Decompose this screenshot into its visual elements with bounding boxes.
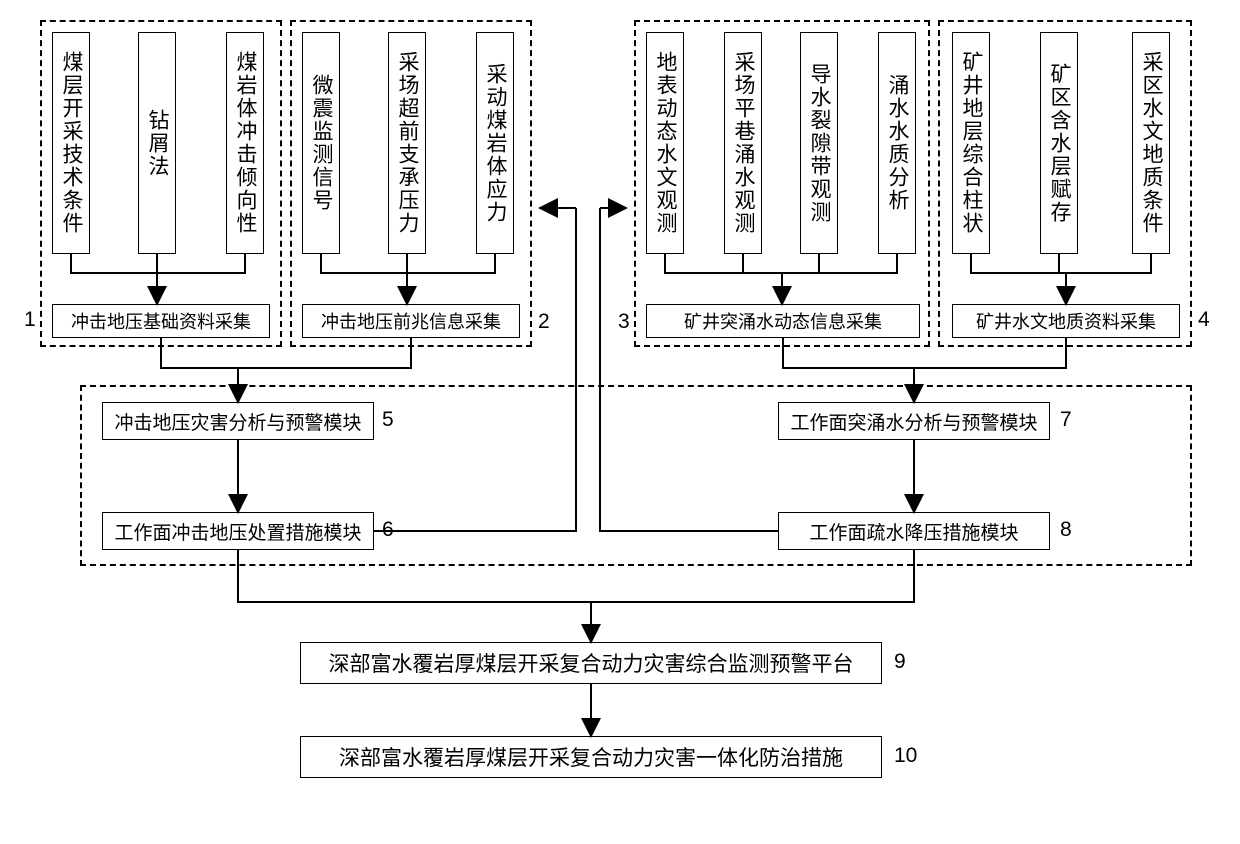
- vbox-g2-2: 采动煤岩体应力: [476, 32, 514, 254]
- num-2: 2: [538, 310, 550, 334]
- num-1: 1: [24, 308, 36, 332]
- vbox-g3-0: 地表动态水文观测: [646, 32, 684, 254]
- vbox-g2-1: 采场超前支承压力: [388, 32, 426, 254]
- num-5: 5: [382, 408, 394, 432]
- module-6: 工作面冲击地压处置措施模块: [102, 512, 374, 550]
- collector-4: 矿井水文地质资料采集: [952, 304, 1180, 338]
- module-5: 冲击地压灾害分析与预警模块: [102, 402, 374, 440]
- module-8: 工作面疏水降压措施模块: [778, 512, 1050, 550]
- num-9: 9: [894, 650, 906, 674]
- vbox-g4-2: 采区水文地质条件: [1132, 32, 1170, 254]
- vbox-g1-0: 煤层开采技术条件: [52, 32, 90, 254]
- num-4: 4: [1198, 308, 1210, 332]
- collector-3: 矿井突涌水动态信息采集: [646, 304, 920, 338]
- num-3: 3: [618, 310, 630, 334]
- num-8: 8: [1060, 518, 1072, 542]
- platform-10: 深部富水覆岩厚煤层开采复合动力灾害一体化防治措施: [300, 736, 882, 778]
- num-6: 6: [382, 518, 394, 542]
- vbox-g1-2: 煤岩体冲击倾向性: [226, 32, 264, 254]
- collector-1: 冲击地压基础资料采集: [52, 304, 270, 338]
- num-7: 7: [1060, 408, 1072, 432]
- vbox-g2-0: 微震监测信号: [302, 32, 340, 254]
- vbox-g3-2: 导水裂隙带观测: [800, 32, 838, 254]
- vbox-g4-1: 矿区含水层赋存: [1040, 32, 1078, 254]
- vbox-g1-1: 钻屑法: [138, 32, 176, 254]
- vbox-g3-3: 涌水水质分析: [878, 32, 916, 254]
- num-10: 10: [894, 744, 917, 768]
- vbox-g4-0: 矿井地层综合柱状: [952, 32, 990, 254]
- collector-2: 冲击地压前兆信息采集: [302, 304, 520, 338]
- platform-9: 深部富水覆岩厚煤层开采复合动力灾害综合监测预警平台: [300, 642, 882, 684]
- vbox-g3-1: 采场平巷涌水观测: [724, 32, 762, 254]
- diagram-canvas: 煤层开采技术条件 钻屑法 煤岩体冲击倾向性 微震监测信号 采场超前支承压力 采动…: [18, 18, 1222, 826]
- module-7: 工作面突涌水分析与预警模块: [778, 402, 1050, 440]
